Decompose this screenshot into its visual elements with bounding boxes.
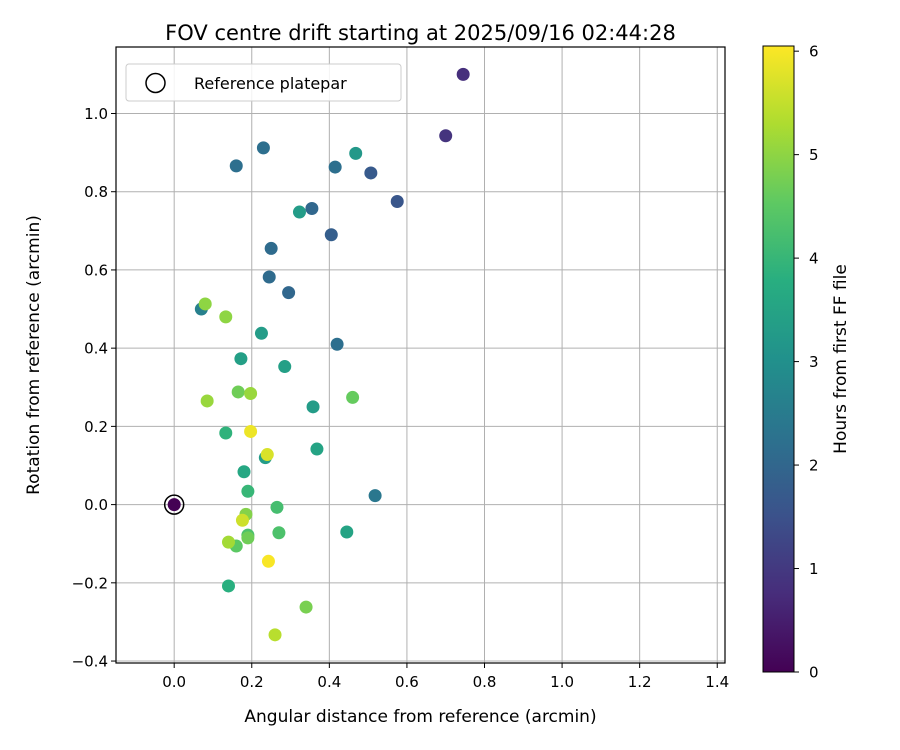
y-tick-label: −0.2	[72, 574, 108, 592]
scatter-point	[310, 442, 324, 456]
scatter-point	[237, 465, 251, 479]
scatter-point	[200, 394, 214, 408]
scatter-point	[244, 387, 258, 401]
scatter-point	[456, 67, 470, 81]
x-tick-label: 0.6	[395, 673, 419, 691]
scatter-point	[260, 448, 274, 462]
colorbar: 0 1 2 3 4 5 6 Hours from first FF file	[762, 43, 851, 682]
scatter-point	[241, 484, 255, 498]
scatter-points	[163, 67, 470, 642]
scatter-point	[261, 554, 275, 568]
scatter-point	[346, 390, 360, 404]
scatter-point	[256, 141, 270, 155]
scatter-point	[221, 579, 235, 593]
chart-title: FOV centre drift starting at 2025/09/16 …	[165, 21, 676, 45]
scatter-point	[349, 146, 363, 160]
y-tick-label: 0.4	[84, 340, 108, 358]
x-tick-label: 0.2	[240, 673, 264, 691]
scatter-point	[292, 205, 306, 219]
colorbar-label: Hours from first FF file	[831, 264, 851, 454]
scatter-point	[368, 489, 382, 503]
scatter-point	[235, 513, 249, 527]
grid	[116, 47, 725, 663]
y-tick-label: 0.0	[84, 496, 108, 514]
scatter-point	[234, 352, 248, 366]
y-axis-ticks: −0.4 −0.2 0.0 0.2 0.4 0.6 0.8 1.0	[72, 105, 116, 671]
x-tick-label: 1.2	[628, 673, 652, 691]
scatter-point	[268, 628, 282, 642]
scatter-point	[270, 500, 284, 514]
scatter-point	[282, 286, 296, 300]
colorbar-tick-label: 3	[809, 353, 819, 371]
scatter-point	[364, 166, 378, 180]
colorbar-tick-label: 0	[809, 664, 819, 682]
scatter-point	[231, 385, 245, 399]
x-tick-label: 0.4	[317, 673, 341, 691]
scatter-point	[390, 194, 404, 208]
plot-frame	[115, 46, 726, 664]
scatter-point	[241, 531, 255, 545]
x-tick-label: 0.8	[473, 673, 497, 691]
scatter-point	[244, 424, 258, 438]
y-tick-label: −0.4	[72, 653, 108, 671]
x-axis-ticks: 0.0 0.2 0.4 0.6 0.8 1.0 1.2 1.4	[162, 663, 729, 691]
scatter-point	[330, 337, 344, 351]
scatter-point	[439, 129, 453, 143]
scatter-point	[221, 535, 235, 549]
colorbar-tick-label: 5	[809, 146, 819, 164]
scatter-point	[272, 526, 286, 540]
colorbar-gradient	[762, 45, 795, 673]
colorbar-tick-label: 6	[809, 43, 819, 61]
legend-marker-open-circle	[145, 72, 166, 94]
legend-box	[125, 63, 402, 102]
x-tick-label: 1.0	[550, 673, 574, 691]
y-tick-label: 0.6	[84, 261, 108, 279]
y-axis-label: Rotation from reference (arcmin)	[24, 215, 44, 495]
x-axis-label: Angular distance from reference (arcmin)	[244, 707, 596, 727]
colorbar-tick-label: 2	[809, 457, 819, 475]
scatter-point	[278, 360, 292, 374]
scatter-point	[219, 426, 233, 440]
scatter-point	[306, 400, 320, 414]
scatter-point	[264, 241, 278, 255]
scatter-point	[299, 600, 313, 614]
colorbar-ticks: 0 1 2 3 4 5 6	[794, 43, 819, 682]
colorbar-tick-label: 4	[809, 250, 819, 268]
x-tick-label: 1.4	[705, 673, 729, 691]
scatter-point	[198, 297, 212, 311]
reference-platepar-marker	[163, 494, 185, 515]
y-tick-label: 0.8	[84, 183, 108, 201]
scatter-point	[229, 159, 243, 173]
scatter-point	[167, 498, 181, 512]
legend-label-reference-platepar: Reference platepar	[194, 74, 347, 93]
y-tick-label: 1.0	[84, 105, 108, 123]
y-tick-label: 0.2	[84, 418, 108, 436]
scatter-point	[219, 310, 233, 324]
scatter-point	[254, 326, 268, 340]
scatter-point	[262, 270, 276, 284]
x-tick-label: 0.0	[162, 673, 186, 691]
scatter-point	[328, 160, 342, 174]
scatter-point	[340, 525, 354, 539]
colorbar-tick-label: 1	[809, 560, 819, 578]
scatter-point	[305, 202, 319, 216]
legend: Reference platepar	[125, 63, 402, 102]
scatter-point	[324, 228, 338, 242]
